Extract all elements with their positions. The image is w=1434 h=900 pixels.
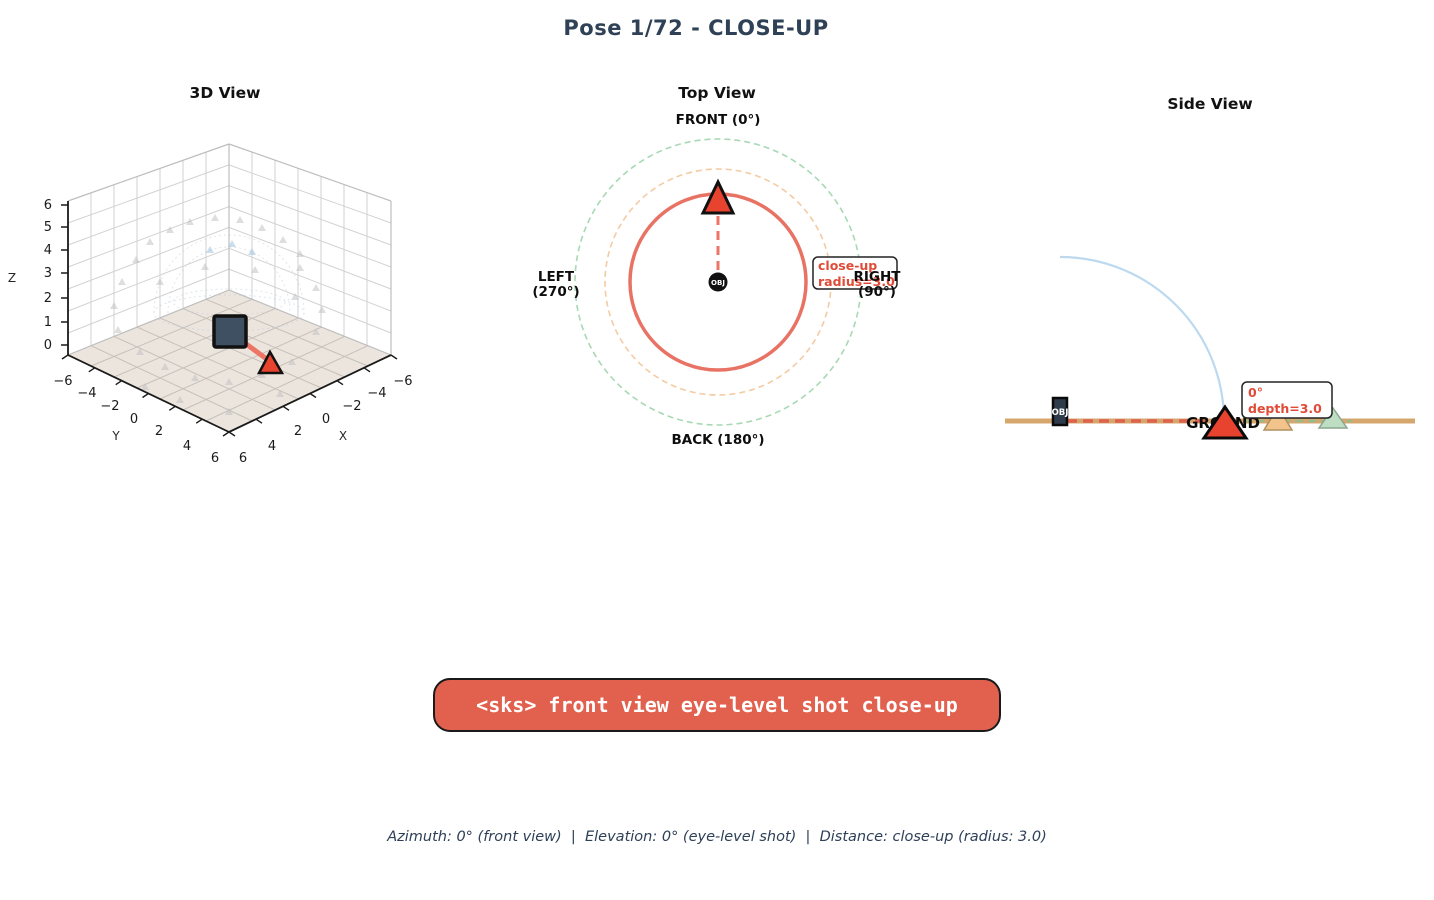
panel-top: OBJ FRONT (0°) BACK (180°) LEFT (270°) c… [532, 112, 901, 448]
candidate-pose-markers-blue [206, 240, 256, 255]
svg-text:5: 5 [44, 220, 52, 235]
object-center-label: OBJ [711, 279, 725, 287]
camera-triangle-marker-top [700, 178, 736, 215]
depth-annotation-text: 0° depth=3.0 [1248, 385, 1322, 416]
x-tick-labels: −6 −4 −2 0 2 4 6 [239, 374, 413, 466]
svg-text:4: 4 [44, 243, 52, 258]
svg-text:0°: 0° [1248, 385, 1263, 400]
svg-text:−6: −6 [53, 374, 72, 389]
svg-text:2: 2 [44, 291, 52, 306]
object-center-dot [708, 272, 728, 292]
svg-text:0: 0 [130, 412, 138, 427]
depth-annotation-box [1241, 381, 1333, 419]
z-tick-labels: 0 1 2 3 4 5 6 [44, 198, 52, 353]
svg-text:(90°): (90°) [858, 284, 896, 300]
pose-hemisphere-wireframe [153, 234, 305, 332]
object-marker-side [1051, 396, 1069, 427]
object-cube-marker [212, 314, 248, 349]
elevation-arc [1059, 255, 1226, 422]
svg-text:radius=3.0: radius=3.0 [818, 274, 895, 289]
svg-text:RIGHT: RIGHT [853, 269, 901, 285]
z-axis-ticks [61, 204, 68, 346]
svg-text:−4: −4 [367, 386, 386, 401]
left-direction-label: LEFT (270°) [532, 269, 579, 300]
svg-text:−2: −2 [100, 399, 119, 414]
y-axis-label: Y [111, 429, 120, 443]
svg-text:2: 2 [155, 424, 163, 439]
panel-side: GROUND OBJ 0° depth=3.0 [1005, 255, 1415, 440]
svg-text:6: 6 [44, 198, 52, 213]
ground-plane-3d [68, 290, 391, 432]
object-label-side: OBJ [1052, 408, 1069, 418]
panel-3d: 0 1 2 3 4 5 6 −6 −4 −2 0 2 4 6 −6 −4 −2 … [8, 143, 413, 466]
svg-text:6: 6 [211, 451, 219, 466]
x-axis-label: X [339, 429, 347, 443]
camera-triangle-marker-3d [256, 349, 285, 375]
prompt-token-button: <sks> front view eye-level shot close-up [433, 678, 1001, 732]
svg-text:1: 1 [44, 315, 52, 330]
svg-text:LEFT: LEFT [538, 269, 575, 285]
z-axis-label: Z [8, 271, 16, 285]
svg-text:6: 6 [239, 451, 247, 466]
svg-text:0: 0 [44, 338, 52, 353]
panel-3d-title: 3D View [189, 84, 261, 102]
x-axis-ticks [228, 354, 398, 437]
svg-text:4: 4 [268, 439, 276, 454]
box-edges [67, 143, 392, 356]
floor-grid [90, 298, 369, 422]
svg-text:(270°): (270°) [532, 284, 579, 300]
svg-text:0: 0 [322, 412, 330, 427]
front-direction-label: FRONT (0°) [676, 112, 761, 128]
panel-top-title: Top View [678, 84, 756, 102]
candidate-pose-markers [110, 214, 326, 415]
svg-text:2: 2 [294, 424, 302, 439]
right-direction-label: RIGHT (90°) [853, 269, 901, 300]
closeup-annotation-text: close-up radius=3.0 [818, 258, 895, 289]
svg-text:4: 4 [183, 439, 191, 454]
wall-grid-right [228, 152, 392, 346]
svg-text:−2: −2 [342, 399, 361, 414]
camera-triangle-marker-side [1201, 404, 1249, 440]
y-axis-ticks [61, 354, 230, 437]
svg-text:3: 3 [44, 266, 52, 281]
y-tick-labels: −6 −4 −2 0 2 4 6 [53, 374, 219, 466]
svg-text:−4: −4 [77, 386, 96, 401]
closeup-annotation-box [812, 256, 898, 290]
pose-parameters-caption: Azimuth: 0° (front view) | Elevation: 0°… [387, 829, 1047, 845]
svg-text:close-up: close-up [818, 258, 877, 273]
figure-title: Pose 1/72 - CLOSE-UP [563, 16, 829, 40]
wall-grid-left [67, 152, 230, 346]
svg-text:−6: −6 [393, 374, 412, 389]
panel-side-title: Side View [1167, 95, 1253, 113]
back-direction-label: BACK (180°) [671, 432, 764, 448]
svg-text:depth=3.0: depth=3.0 [1248, 401, 1322, 416]
